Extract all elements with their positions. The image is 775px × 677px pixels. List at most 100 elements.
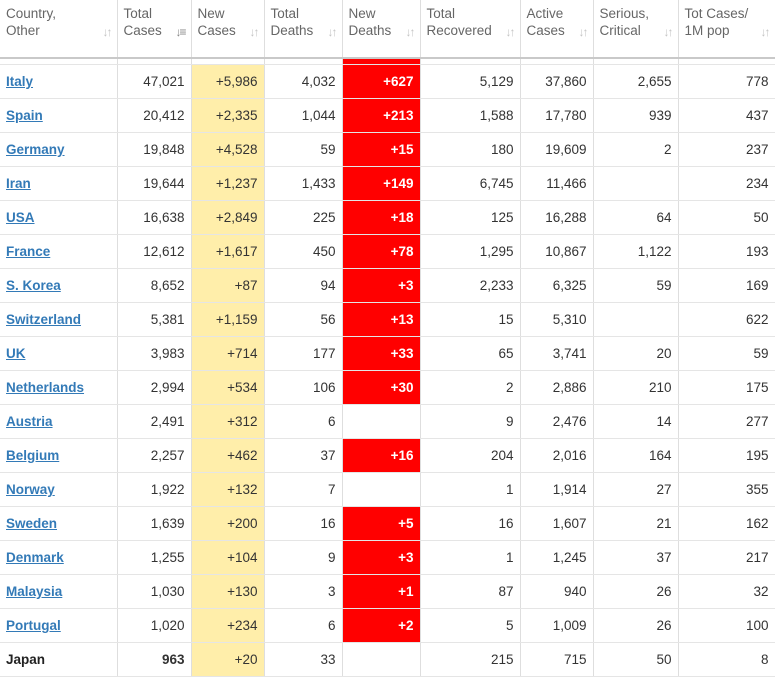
country-link[interactable]: Denmark [6,550,64,565]
cases-per-1m-cell: 437 [678,98,775,133]
table-row: Switzerland 5,381 +1,159 56 +13 15 5,310 622 [0,302,775,337]
table-row: S. Korea 8,652 +87 94 +3 2,233 6,325 59 169 [0,268,775,303]
total-deaths-cell: 3 [264,574,343,609]
country-cell: Sweden [0,506,118,541]
country-link[interactable]: Iran [6,176,31,191]
sort-icon[interactable]: ↓↑ [505,25,516,39]
table-body: Italy 47,021 +5,986 4,032 +627 5,129 37,860 2,6… [0,64,775,677]
country-cell: UK [0,336,118,371]
total-recovered-cell: 6,745 [420,166,521,201]
new-cases-cell: +104 [191,540,265,575]
total-recovered-cell: 5,129 [420,64,521,99]
column-header-country-other[interactable]: Country, Other ↓↑ [0,0,118,59]
column-header-label-line2: Other [6,23,40,38]
column-header-serious-critical[interactable]: Serious, Critical ↓↑ [593,0,679,59]
column-header-label-line1: Total [426,6,456,21]
new-cases-cell: +4,528 [191,132,265,167]
cases-per-1m-cell: 277 [678,404,775,439]
country-link[interactable]: France [6,244,51,259]
country-cell: Denmark [0,540,118,575]
sort-icon[interactable]: ↓↑ [327,25,338,39]
country-link[interactable]: Sweden [6,516,58,531]
serious-critical-cell: 2 [593,132,679,167]
cases-per-1m-cell: 50 [678,200,775,235]
country-link[interactable]: Netherlands [6,380,85,395]
country-link[interactable]: Portugal [6,618,61,633]
new-deaths-cell: +2 [342,608,421,643]
column-header-tot-cases-per-1m-pop[interactable]: Tot Cases/1M pop ↓↑ [678,0,775,59]
country-link[interactable]: Germany [6,142,65,157]
country-cell: Norway [0,472,118,507]
active-cases-cell: 37,860 [520,64,594,99]
total-recovered-cell: 5 [420,608,521,643]
country-cell: Japan [0,642,118,677]
country-link[interactable]: S. Korea [6,278,61,293]
serious-critical-cell: 59 [593,268,679,303]
new-cases-cell: +132 [191,472,265,507]
new-cases-cell: +2,335 [191,98,265,133]
column-header-total-cases[interactable]: Total Cases ↓≡ [117,0,192,59]
serious-critical-cell: 939 [593,98,679,133]
sort-icon[interactable]: ↓↑ [405,25,416,39]
column-header-label-line2: Deaths [270,23,314,38]
country-cell: Netherlands [0,370,118,405]
new-cases-cell: +5,986 [191,64,265,99]
sort-icon[interactable]: ↓↑ [249,25,260,39]
total-cases-cell: 12,612 [117,234,192,269]
new-deaths-cell: +213 [342,98,421,133]
sort-desc-icon[interactable]: ↓≡ [175,25,186,39]
country-link[interactable]: Austria [6,414,53,429]
cases-per-1m-cell: 622 [678,302,775,337]
table-row: Germany 19,848 +4,528 59 +15 180 19,609 2 237 [0,132,775,167]
country-link[interactable]: Norway [6,482,55,497]
column-header-active-cases[interactable]: Active Cases ↓↑ [520,0,594,59]
cases-per-1m-cell: 237 [678,132,775,167]
active-cases-cell: 10,867 [520,234,594,269]
country-link[interactable]: UK [6,346,26,361]
country-link[interactable]: Italy [6,74,34,89]
column-header-label-line2: Cases [197,23,236,38]
serious-critical-cell [593,166,679,201]
active-cases-cell: 940 [520,574,594,609]
active-cases-cell: 3,741 [520,336,594,371]
cases-per-1m-cell: 234 [678,166,775,201]
country-cell: Switzerland [0,302,118,337]
total-recovered-cell: 180 [420,132,521,167]
country-link[interactable]: Malaysia [6,584,63,599]
total-recovered-cell: 87 [420,574,521,609]
new-deaths-cell: +16 [342,438,421,473]
active-cases-cell: 17,780 [520,98,594,133]
column-header-label-line1: Serious, [599,6,650,21]
cases-per-1m-cell: 169 [678,268,775,303]
total-cases-cell: 1,922 [117,472,192,507]
new-deaths-cell: +627 [342,64,421,99]
country-link[interactable]: Spain [6,108,43,123]
serious-critical-cell: 2,655 [593,64,679,99]
country-link[interactable]: Belgium [6,448,60,463]
column-header-label-line2: 1M pop [684,23,730,38]
total-cases-cell: 1,020 [117,608,192,643]
column-header-label-line1: Tot Cases/ [684,6,749,21]
active-cases-cell: 11,466 [520,166,594,201]
new-cases-cell: +1,617 [191,234,265,269]
active-cases-cell: 1,914 [520,472,594,507]
new-deaths-cell: +30 [342,370,421,405]
column-header-label-line1: Country, [6,6,57,21]
column-header-new-deaths[interactable]: New Deaths ↓↑ [342,0,421,59]
serious-critical-cell: 14 [593,404,679,439]
country-link[interactable]: USA [6,210,35,225]
cases-per-1m-cell: 100 [678,608,775,643]
sort-icon[interactable]: ↓↑ [663,25,674,39]
column-header-total-recovered[interactable]: Total Recovered ↓↑ [420,0,521,59]
sort-icon[interactable]: ↓↑ [102,25,113,39]
sort-icon[interactable]: ↓↑ [578,25,589,39]
sort-icon[interactable]: ↓↑ [760,25,771,39]
new-deaths-cell: +13 [342,302,421,337]
column-header-total-deaths[interactable]: Total Deaths ↓↑ [264,0,343,59]
country-link[interactable]: Switzerland [6,312,82,327]
column-header-new-cases[interactable]: New Cases ↓↑ [191,0,265,59]
total-cases-cell: 16,638 [117,200,192,235]
new-cases-cell: +87 [191,268,265,303]
cases-per-1m-cell: 162 [678,506,775,541]
column-header-label-line2: Deaths [348,23,392,38]
